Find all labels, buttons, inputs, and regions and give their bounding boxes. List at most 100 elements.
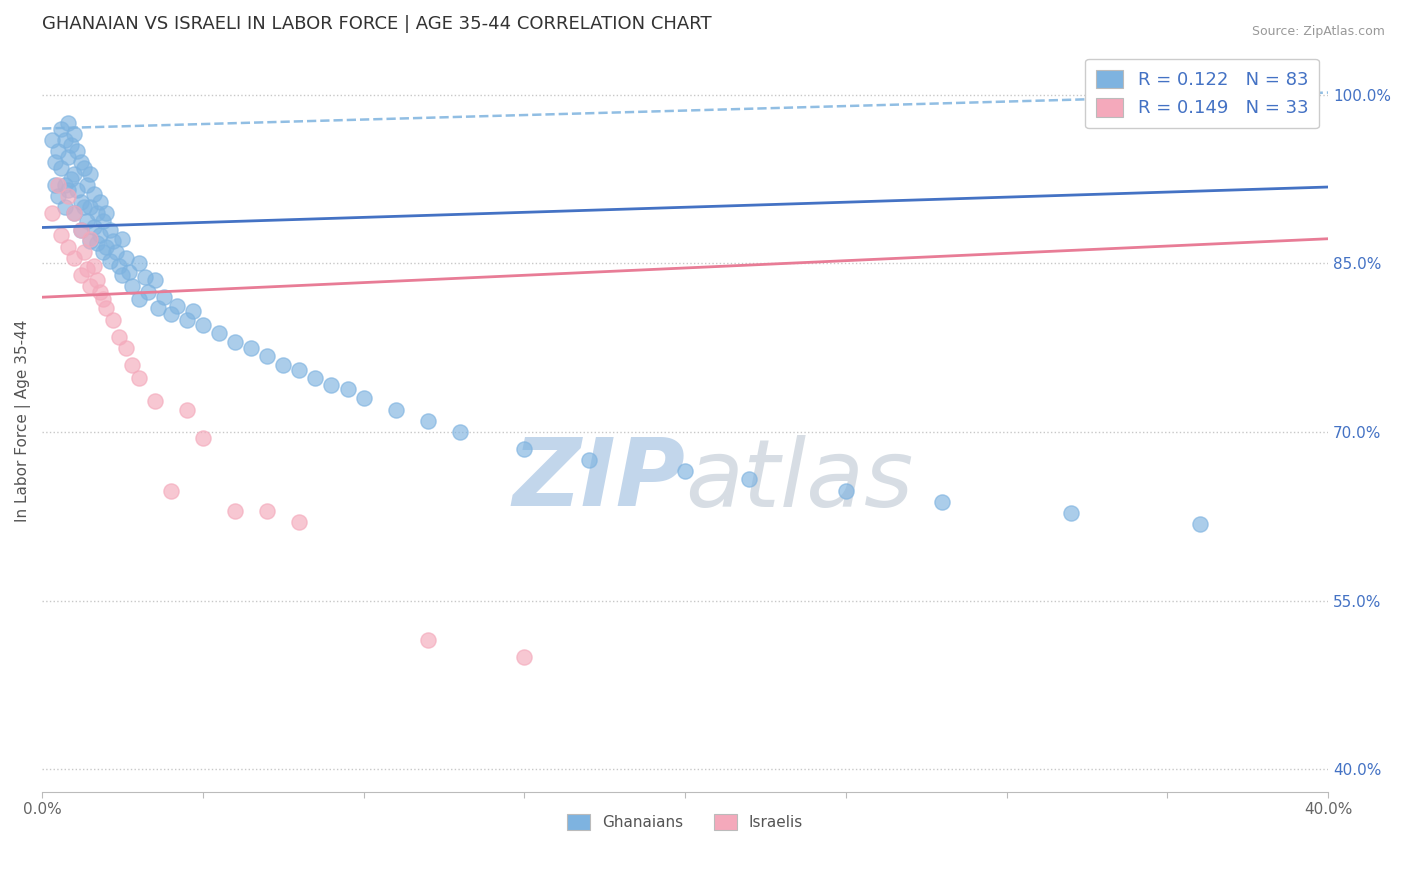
Point [96, 206, 118, 220]
Text: Source: ZipAtlas.com: Source: ZipAtlas.com [1251, 25, 1385, 38]
Point [111, 268, 134, 282]
Point [89, 194, 111, 209]
Point [56, 183, 79, 197]
Point [89, 228, 111, 243]
Point [79, 200, 101, 214]
Point [53, 200, 76, 214]
Point [1123, 94, 1146, 108]
Point [143, 393, 166, 408]
Point [46, 144, 69, 158]
Point [128, 371, 150, 385]
Point [69, 155, 91, 169]
Point [176, 402, 198, 417]
Point [53, 178, 76, 192]
Point [191, 431, 214, 445]
Point [256, 349, 278, 363]
Point [108, 259, 131, 273]
Point [69, 194, 91, 209]
Point [63, 251, 86, 265]
Point [76, 178, 98, 192]
Point [46, 178, 69, 192]
Point [256, 504, 278, 518]
Point [353, 392, 375, 406]
Text: ZIP: ZIP [512, 434, 685, 526]
Point [673, 465, 696, 479]
Point [63, 206, 86, 220]
Point [1060, 506, 1083, 520]
Point [111, 232, 134, 246]
Point [51, 121, 73, 136]
Point [134, 270, 156, 285]
Point [114, 251, 136, 265]
Point [83, 186, 105, 201]
Point [835, 483, 858, 498]
Point [166, 299, 188, 313]
Point [60, 172, 83, 186]
Point [44, 178, 66, 192]
Point [41, 206, 63, 220]
Point [98, 254, 121, 268]
Point [76, 262, 98, 277]
Point [159, 307, 181, 321]
Point [96, 301, 118, 316]
Point [51, 228, 73, 243]
Point [191, 318, 214, 333]
Text: GHANAIAN VS ISRAELI IN LABOR FORCE | AGE 35-44 CORRELATION CHART: GHANAIAN VS ISRAELI IN LABOR FORCE | AGE… [42, 15, 711, 33]
Point [69, 223, 91, 237]
Point [513, 442, 536, 456]
Point [73, 200, 96, 214]
Y-axis label: In Labor Force | Age 35-44: In Labor Force | Age 35-44 [15, 319, 31, 522]
Point [101, 312, 124, 326]
Point [98, 223, 121, 237]
Point [79, 234, 101, 248]
Point [76, 213, 98, 227]
Point [288, 363, 311, 377]
Point [91, 293, 114, 307]
Point [208, 326, 231, 341]
Point [416, 633, 439, 648]
Point [56, 116, 79, 130]
Point [336, 383, 359, 397]
Point [63, 127, 86, 141]
Point [240, 341, 263, 355]
Point [86, 206, 108, 220]
Point [513, 650, 536, 665]
Point [79, 167, 101, 181]
Point [159, 483, 181, 498]
Point [114, 341, 136, 355]
Point [128, 256, 150, 270]
Point [181, 303, 204, 318]
Point [271, 358, 294, 372]
Point [176, 312, 198, 326]
Point [91, 213, 114, 227]
Point [136, 285, 159, 299]
Point [578, 453, 600, 467]
Point [41, 133, 63, 147]
Point [69, 223, 91, 237]
Point [105, 245, 128, 260]
Point [146, 301, 169, 316]
Point [69, 268, 91, 282]
Point [738, 472, 761, 486]
Point [83, 220, 105, 235]
Point [44, 155, 66, 169]
Point [416, 414, 439, 428]
Point [63, 206, 86, 220]
Point [91, 245, 114, 260]
Point [1188, 517, 1211, 532]
Point [224, 504, 246, 518]
Point [321, 378, 343, 392]
Point [153, 290, 176, 304]
Point [96, 239, 118, 253]
Point [89, 285, 111, 299]
Point [118, 265, 141, 279]
Point [63, 167, 86, 181]
Point [60, 138, 83, 153]
Point [73, 245, 96, 260]
Point [83, 259, 105, 273]
Point [46, 189, 69, 203]
Point [304, 371, 326, 385]
Point [128, 293, 150, 307]
Point [108, 329, 131, 343]
Point [121, 358, 143, 372]
